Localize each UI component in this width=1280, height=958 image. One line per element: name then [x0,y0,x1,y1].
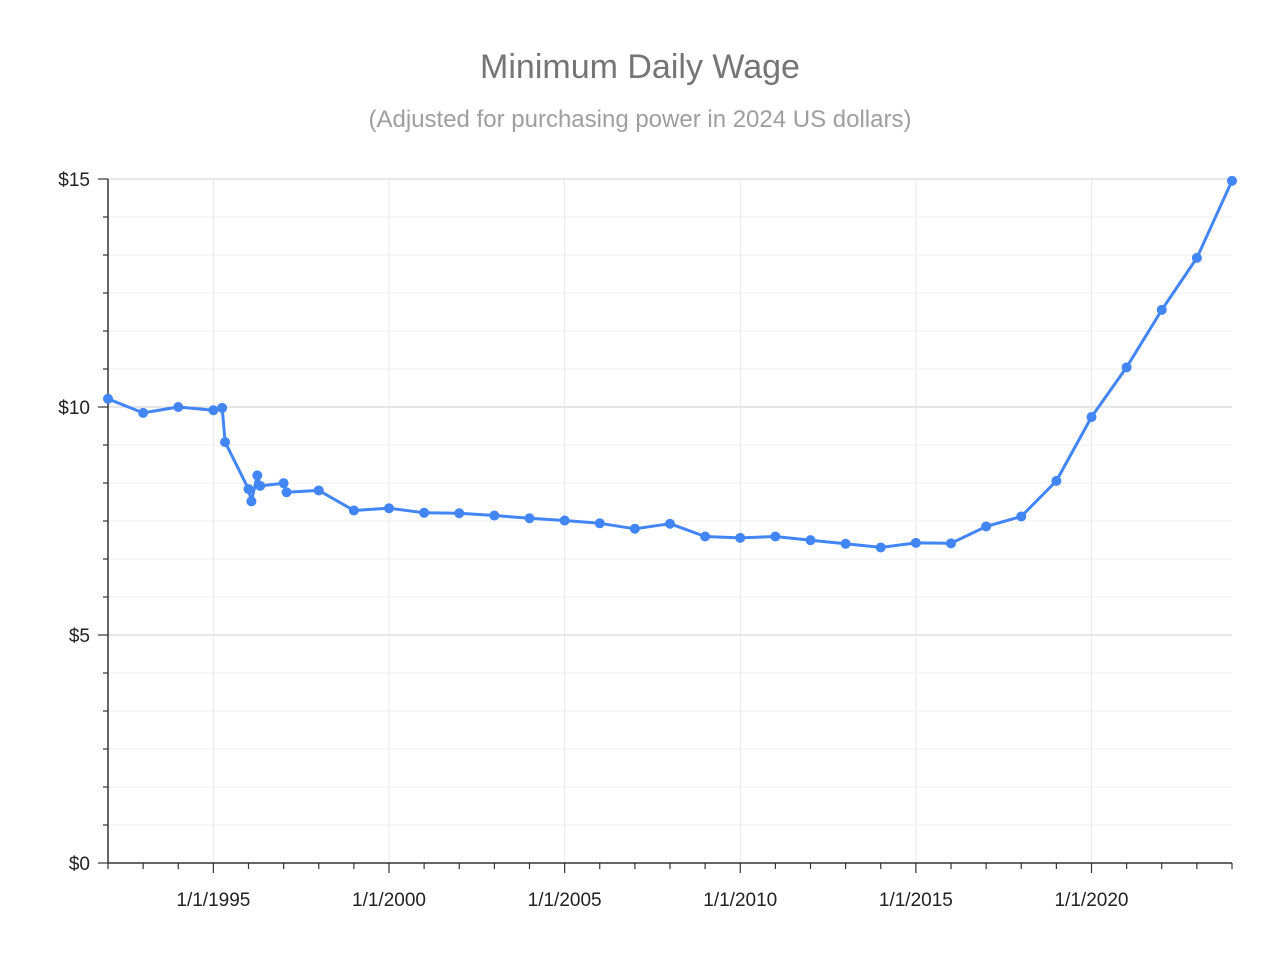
data-point [1191,252,1202,263]
data-point [313,485,324,496]
data-point [946,538,956,549]
data-point [419,507,430,518]
data-point [524,513,535,524]
data-point [1121,362,1132,373]
data-point [348,505,359,516]
data-point [281,487,292,498]
data-point [665,518,675,529]
x-tick-label: 1/1/2000 [352,890,426,911]
data-point [559,515,570,526]
y-tick-label: $5 [69,626,90,647]
data-point [454,508,465,519]
chart-title: Minimum Daily Wage [480,48,800,86]
data-point [1051,475,1062,486]
data-point [981,521,992,532]
x-tick-label: 1/1/1995 [176,890,250,911]
data-point [594,518,605,529]
data-point [875,542,886,553]
series-line [106,179,1234,549]
x-tick-label: 1/1/2015 [879,890,953,911]
data-point [735,532,746,543]
data-point [1156,304,1167,315]
x-tick-label: 1/1/2010 [703,890,777,911]
data-point [1086,412,1097,423]
data-point [805,535,816,546]
y-tick-label: $0 [69,854,90,875]
data-point [255,480,266,491]
data-point [700,531,711,542]
x-tick-label: 1/1/2020 [1055,890,1129,911]
y-tick-label: $15 [58,170,90,191]
data-point [1227,175,1237,186]
x-tick-label: 1/1/2005 [528,890,602,911]
data-point [489,510,500,521]
data-point [770,531,781,542]
data-point [138,407,149,418]
data-point [910,537,921,548]
data-point [208,405,219,416]
chart-subtitle: (Adjusted for purchasing power in 2024 U… [368,106,912,133]
data-point [173,402,184,412]
data-point [220,437,231,448]
data-point [840,538,851,549]
data-point [217,402,228,413]
data-point [629,523,640,534]
y-tick-label: $10 [58,398,90,419]
data-point [243,484,254,495]
data-point [103,393,113,404]
data-point [278,478,289,489]
data-point [246,496,257,507]
data-point [384,503,394,514]
data-point [1016,511,1027,522]
data-point [252,470,263,481]
